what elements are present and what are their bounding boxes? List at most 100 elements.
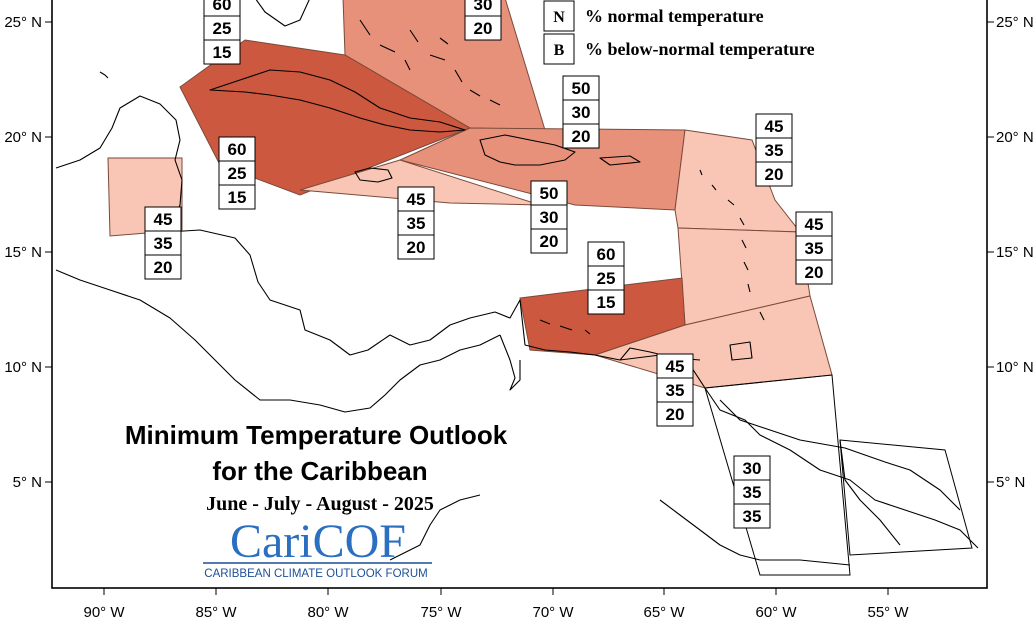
- probability-value: 60: [228, 140, 247, 159]
- region-hispaniola: [398, 127, 686, 211]
- caricof-logo: CariCOF CARIBBEAN CLIMATE OUTLOOK FORUM: [203, 515, 432, 580]
- probability-value: 15: [228, 188, 247, 207]
- probability-value: 60: [213, 0, 232, 14]
- probability-value: 35: [765, 141, 784, 160]
- probability-cell: [733, 479, 771, 505]
- probability-value: 35: [805, 239, 824, 258]
- probability-value: 25: [597, 269, 616, 288]
- tick-marks: [45, 21, 994, 595]
- legend-key: N: [553, 9, 565, 26]
- coast-lesser-antilles: [699, 169, 765, 321]
- probability-cell: [144, 230, 182, 256]
- title-block: Minimum Temperature Outlook for the Cari…: [125, 420, 508, 515]
- probability-cell: [562, 75, 600, 101]
- probability-value: 60: [597, 245, 616, 264]
- probability-value: 20: [572, 127, 591, 146]
- legend-key: B: [554, 42, 565, 59]
- probability-cell: [755, 161, 793, 187]
- probability-cell: [218, 184, 256, 210]
- lon-label: 65° W: [643, 604, 685, 621]
- probability-cell: [562, 123, 600, 149]
- lon-label: 90° W: [83, 604, 125, 621]
- lat-label: 20° N: [4, 129, 42, 146]
- legend-key-box: [543, 33, 575, 65]
- coast-trinidad: [729, 341, 753, 361]
- coastlines: [55, 0, 979, 566]
- probability-cell: [656, 377, 694, 403]
- probability-cell: [656, 353, 694, 379]
- probability-cell: [203, 15, 241, 41]
- probability-value: 25: [228, 164, 247, 183]
- probability-value: 20: [540, 232, 559, 251]
- coast-mexico-central-america: [55, 95, 979, 549]
- coast-florida: [255, 0, 310, 27]
- legend-key-box: [543, 0, 575, 32]
- probability-cell: [203, 39, 241, 65]
- probability-value: 30: [474, 0, 493, 14]
- probability-value: 45: [805, 215, 824, 234]
- probability-value: 35: [407, 214, 426, 233]
- lon-label: 60° W: [755, 604, 797, 621]
- lat-label: 15° N: [996, 244, 1034, 261]
- title-line-1: Minimum Temperature Outlook: [125, 420, 508, 450]
- probability-value: 20: [765, 165, 784, 184]
- probability-box: 60 25 15: [587, 241, 625, 315]
- probability-value: 30: [743, 459, 762, 478]
- probability-box: 45 35 20: [755, 113, 793, 187]
- probability-cell: [218, 136, 256, 162]
- lon-label: 85° W: [195, 604, 237, 621]
- lon-labels: 90° W 85° W 80° W 75° W 70° W 65° W 60° …: [83, 604, 909, 621]
- lat-label: 25° N: [996, 14, 1034, 31]
- logo-tagline: CARIBBEAN CLIMATE OUTLOOK FORUM: [204, 568, 427, 580]
- probability-value: 35: [666, 381, 685, 400]
- title-period: June - July - August - 2025: [206, 493, 434, 515]
- probability-value: 25: [213, 19, 232, 38]
- probability-box: 45 35 20: [656, 353, 694, 427]
- probability-cell: [397, 186, 435, 212]
- lat-labels-left: 25° N 20° N 15° N 10° N 5° N: [4, 14, 42, 491]
- coast-bahamas: [359, 19, 501, 106]
- coast-puerto-rico: [599, 155, 641, 166]
- probability-value: 35: [743, 483, 762, 502]
- probability-cell: [397, 210, 435, 236]
- title-line-2: for the Caribbean: [212, 456, 427, 486]
- probability-box: 30 35 35: [733, 455, 771, 529]
- lat-label: 5° N: [13, 474, 42, 491]
- probability-value: 30: [540, 208, 559, 227]
- lat-label: 20° N: [996, 129, 1034, 146]
- probability-cell: [656, 401, 694, 427]
- coast-hispaniola: [479, 134, 576, 166]
- probability-box: 50 30 20: [530, 180, 568, 254]
- probability-value: 20: [407, 238, 426, 257]
- probability-cell: [464, 15, 502, 41]
- coast-pacific: [55, 269, 501, 413]
- probability-cell: [562, 99, 600, 125]
- probability-value: 15: [597, 293, 616, 312]
- lat-label: 15° N: [4, 244, 42, 261]
- probability-box: 60 25 15: [203, 0, 241, 65]
- probability-cell: [733, 503, 771, 529]
- probability-value: 50: [540, 184, 559, 203]
- probability-box: 45 35 20: [397, 186, 435, 260]
- probability-value: 45: [407, 190, 426, 209]
- lat-label: 10° N: [996, 359, 1034, 376]
- lat-labels-right: 25° N 20° N 15° N 10° N 5° N: [996, 14, 1034, 491]
- probability-value: 45: [765, 117, 784, 136]
- probability-value: 30: [572, 103, 591, 122]
- probability-value: 20: [154, 258, 173, 277]
- lat-label: 10° N: [4, 359, 42, 376]
- probability-value: 15: [213, 43, 232, 62]
- lon-label: 55° W: [867, 604, 909, 621]
- coast-guianas: [719, 399, 961, 546]
- lon-label: 80° W: [307, 604, 349, 621]
- probability-value: 20: [805, 263, 824, 282]
- lat-label: 25° N: [4, 14, 42, 31]
- probability-value: 35: [154, 234, 173, 253]
- lon-label: 70° W: [532, 604, 574, 621]
- probability-cell: [587, 241, 625, 267]
- probability-box: 60 25 15: [218, 136, 256, 210]
- lon-label: 75° W: [420, 604, 462, 621]
- probability-cell: [530, 228, 568, 254]
